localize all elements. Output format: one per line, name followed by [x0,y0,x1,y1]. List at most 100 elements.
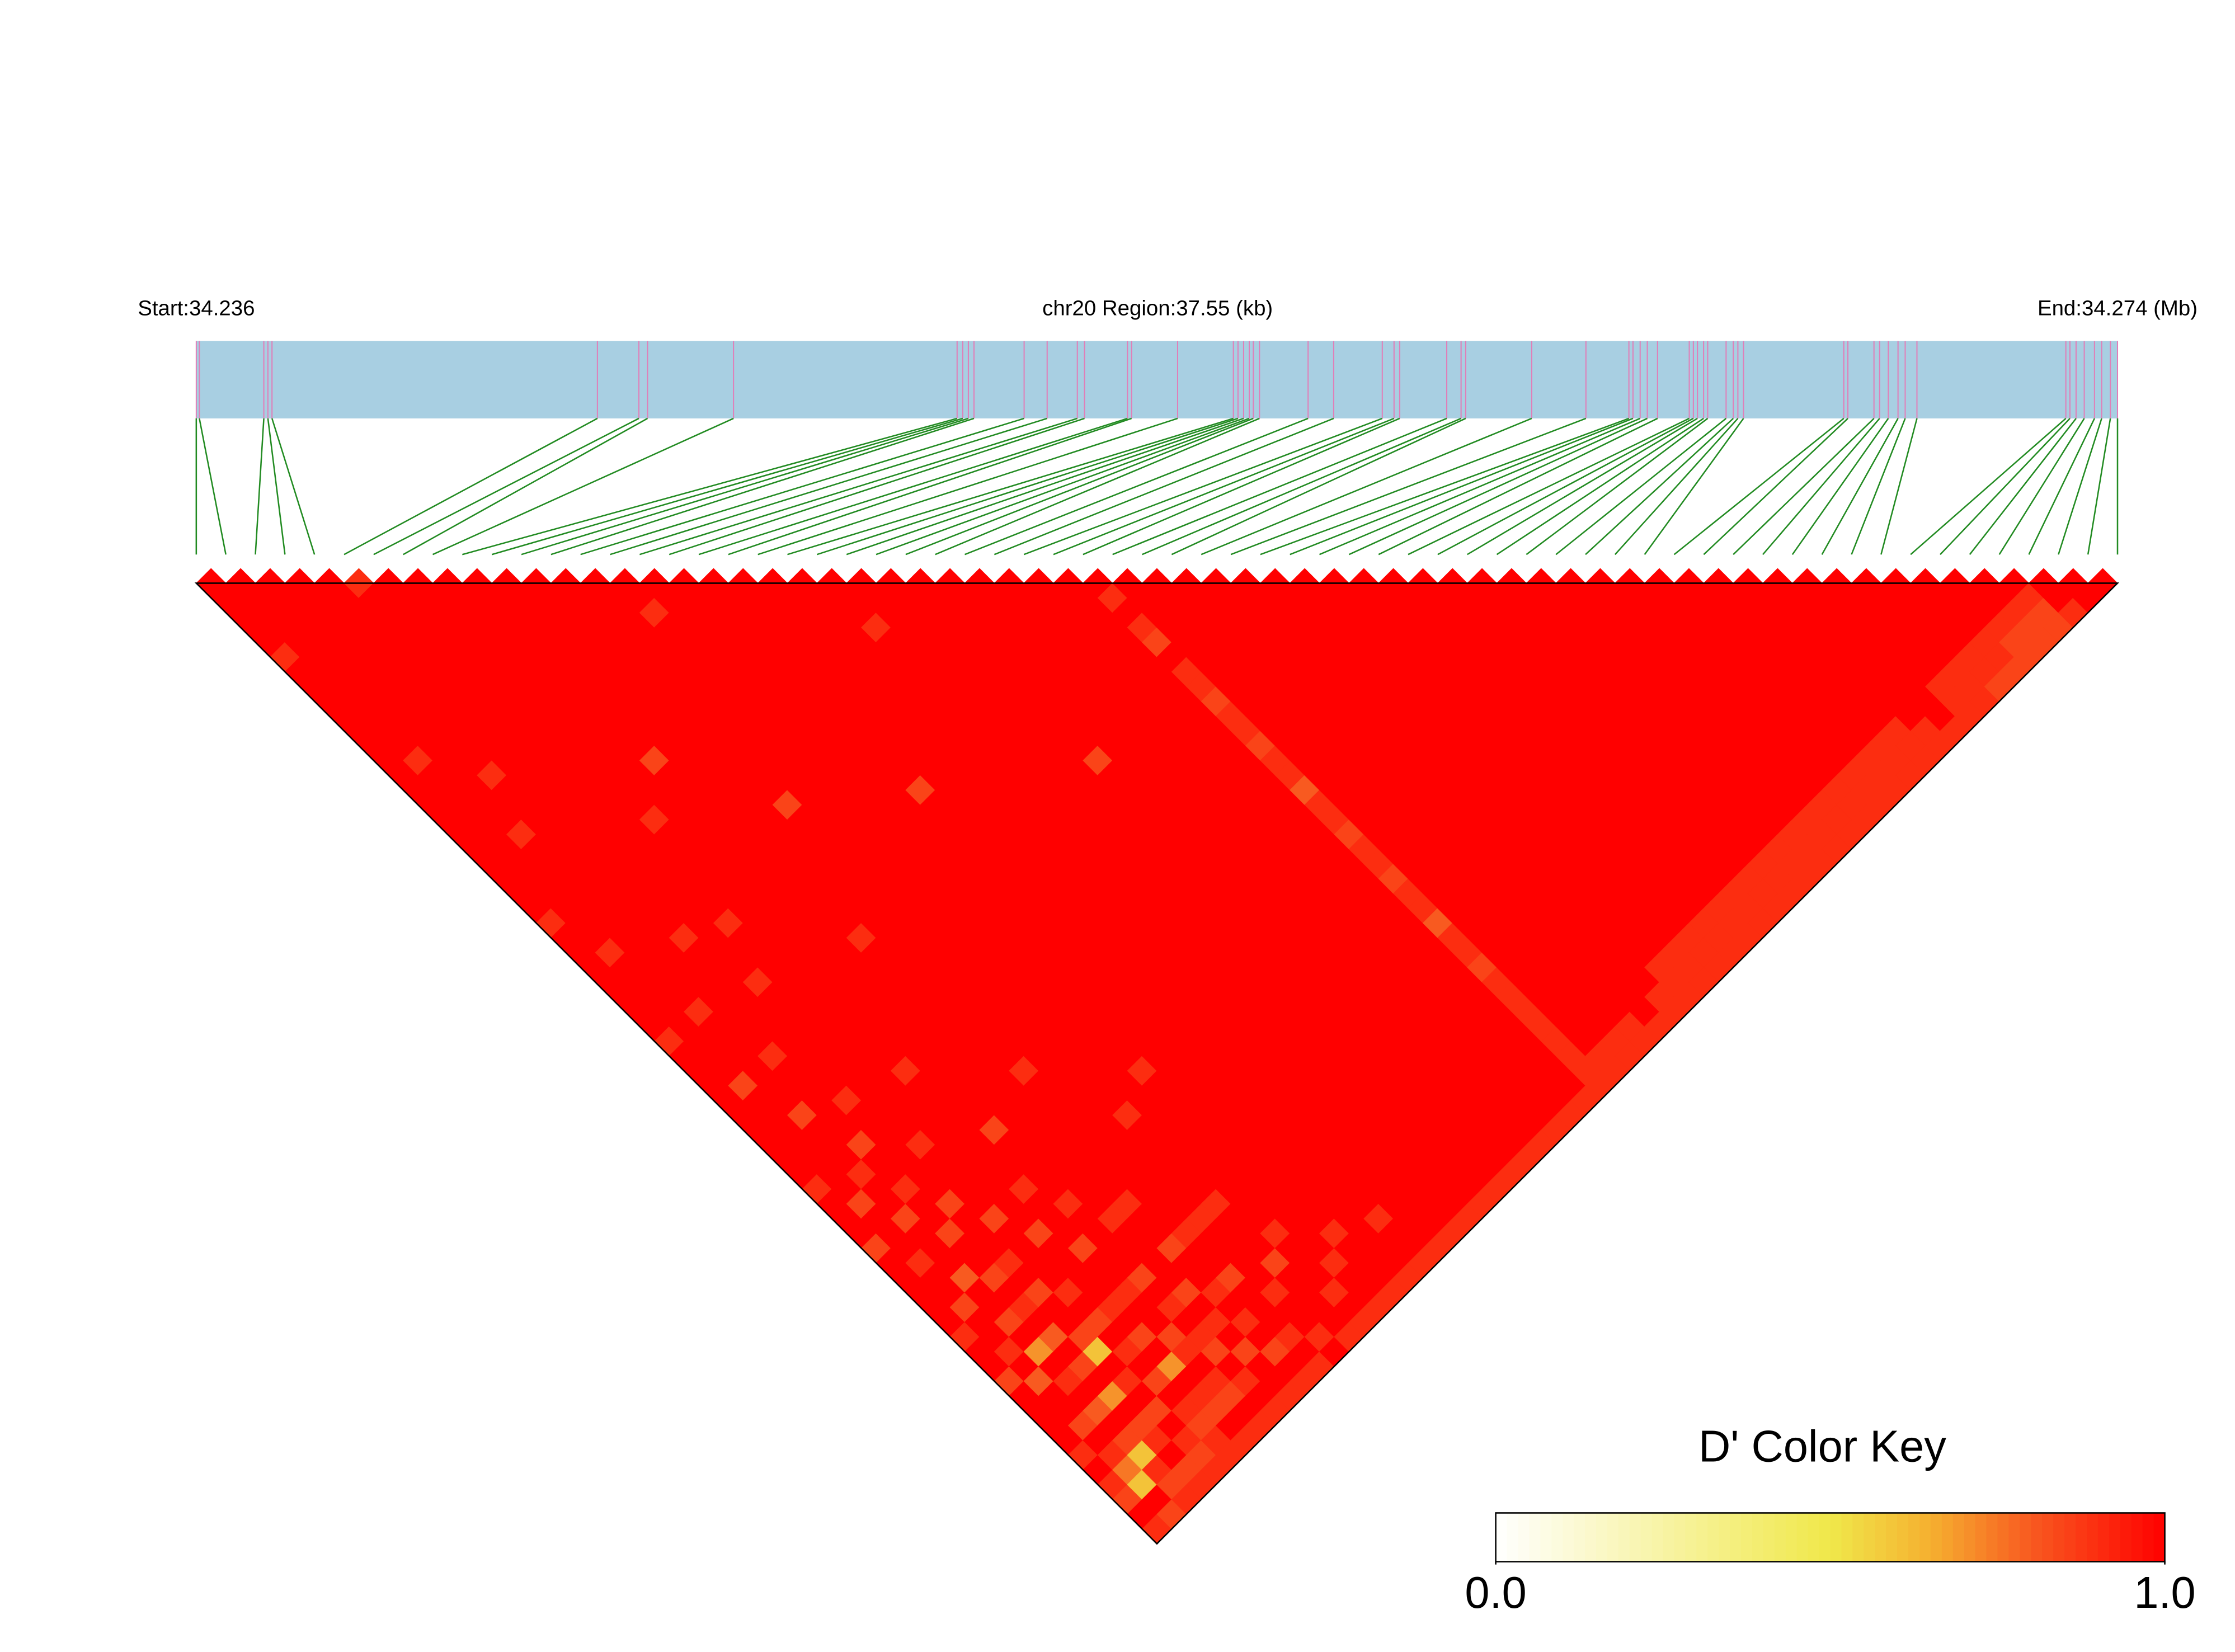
color-key-step [1596,1513,1608,1562]
color-key-step [1730,1513,1742,1562]
color-key-tick-label: 0.0 [1465,1568,1526,1617]
color-key-step [2076,1513,2087,1562]
color-key-step [1897,1513,1909,1562]
snp-connector [1112,417,1447,556]
snp-connector [1673,417,1845,556]
color-key-step [1741,1513,1753,1562]
snp-connector [491,417,963,556]
snp-connector [267,418,286,555]
snp-connector [669,417,1085,556]
snp-connector [1083,417,1400,556]
snp-connector [373,417,639,556]
color-key-step [1864,1513,1876,1562]
color-key-step [1629,1513,1641,1562]
snp-connector [816,417,1239,556]
color-key-step [1574,1513,1585,1562]
snp-connector [1023,417,1383,556]
color-key-step [1585,1513,1597,1562]
snp-connector [462,417,958,556]
color-key-step [2153,1513,2166,1562]
snp-connector [550,417,975,556]
snp-connector [1910,417,2067,556]
color-key-step [2131,1513,2143,1562]
snp-connector [199,418,227,555]
color-key-step [2142,1513,2154,1562]
snp-connector [1821,418,1899,555]
color-key-step [1986,1513,1998,1562]
snp-connector [935,417,1260,556]
snp-connector [728,417,1132,556]
snp-connector [846,417,1244,556]
color-key-step [1507,1513,1519,1562]
snp-connector [2028,418,2096,555]
snp-connector [580,417,1024,556]
color-key-step [1819,1513,1831,1562]
snp-connector [1526,417,1709,556]
color-key-step [1830,1513,1842,1562]
end-label: End:34.274 (Mb) [2038,296,2198,320]
color-key-step [1997,1513,2010,1562]
color-key-step [1651,1513,1664,1562]
snp-connector [1940,418,2071,556]
color-key-step [2109,1513,2121,1562]
color-key-step [1540,1513,1552,1562]
snp-connector [1614,418,1739,556]
color-key-step [2064,1513,2076,1562]
color-key-step [1975,1513,1987,1562]
color-key-step [1495,1513,1508,1562]
snp-connector [1762,418,1880,556]
color-key-step [2120,1513,2132,1562]
snp-connector [994,417,1334,556]
snp-connector [2058,418,2102,555]
color-key-step [1930,1513,1942,1562]
color-key-step [1518,1513,1530,1562]
color-key-step [1785,1513,1798,1562]
snp-connector [1230,417,1587,556]
snp-connector [639,417,1078,556]
color-key-step [1752,1513,1764,1562]
color-key-step [1941,1513,1954,1562]
color-key-step [2042,1513,2054,1562]
snp-connector [698,417,1128,556]
snp-connector [1733,418,1875,556]
color-key-step [2097,1513,2110,1562]
snp-connector [1260,417,1630,556]
color-key-step [2086,1513,2098,1562]
color-key-step [1796,1513,1809,1562]
snp-connector [1496,417,1704,556]
color-key-step [1618,1513,1630,1562]
color-key-step [1886,1513,1898,1562]
color-key-step [1640,1513,1653,1562]
color-key-frame [1495,1512,2166,1562]
snp-connector [2087,418,2111,555]
color-key-tick-label: 1.0 [2134,1568,2195,1617]
color-key-step [1952,1513,1965,1562]
snp-connector [1585,417,1734,556]
color-key-step [1808,1513,1820,1562]
triangle-outline [194,582,2120,1545]
color-key-step [1964,1513,1976,1562]
snp-connector [1969,418,2077,555]
snp-connector [255,418,265,555]
start-label: Start:34.236 [138,296,255,320]
snp-connector [1142,417,1462,556]
color-key-step [1563,1513,1574,1562]
snp-connector [1319,417,1641,556]
color-key-step [1852,1513,1865,1562]
snp-connector [964,417,1309,556]
color-key-step [2020,1513,2032,1562]
color-key-step [2031,1513,2043,1562]
color-key-step [1674,1513,1686,1562]
region-label: chr20 Region:37.55 (kb) [1042,296,1273,320]
snp-connector [1791,418,1889,555]
snp-connector [1644,418,1744,555]
snp-connector [876,417,1250,556]
color-key-step [1763,1513,1775,1562]
color-key-title: D' Color Key [1698,1422,1946,1471]
snp-connector [1703,417,1848,556]
color-key-step [2053,1513,2065,1562]
snp-connector [1408,417,1690,556]
color-key-step [1607,1513,1619,1562]
snp-connector [432,417,734,556]
